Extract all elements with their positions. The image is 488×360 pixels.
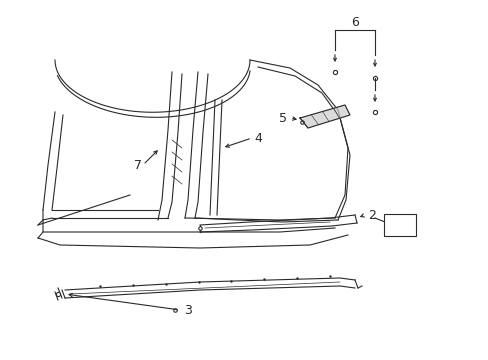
Text: 1: 1 — [395, 216, 403, 229]
Polygon shape — [299, 105, 349, 128]
Text: 6: 6 — [350, 15, 358, 28]
Text: 3: 3 — [183, 303, 192, 316]
Text: 4: 4 — [254, 131, 262, 144]
Text: 5: 5 — [279, 112, 286, 125]
Text: 7: 7 — [134, 158, 142, 171]
FancyBboxPatch shape — [383, 214, 415, 236]
Text: 2: 2 — [367, 208, 375, 221]
Text: 1: 1 — [395, 219, 403, 231]
